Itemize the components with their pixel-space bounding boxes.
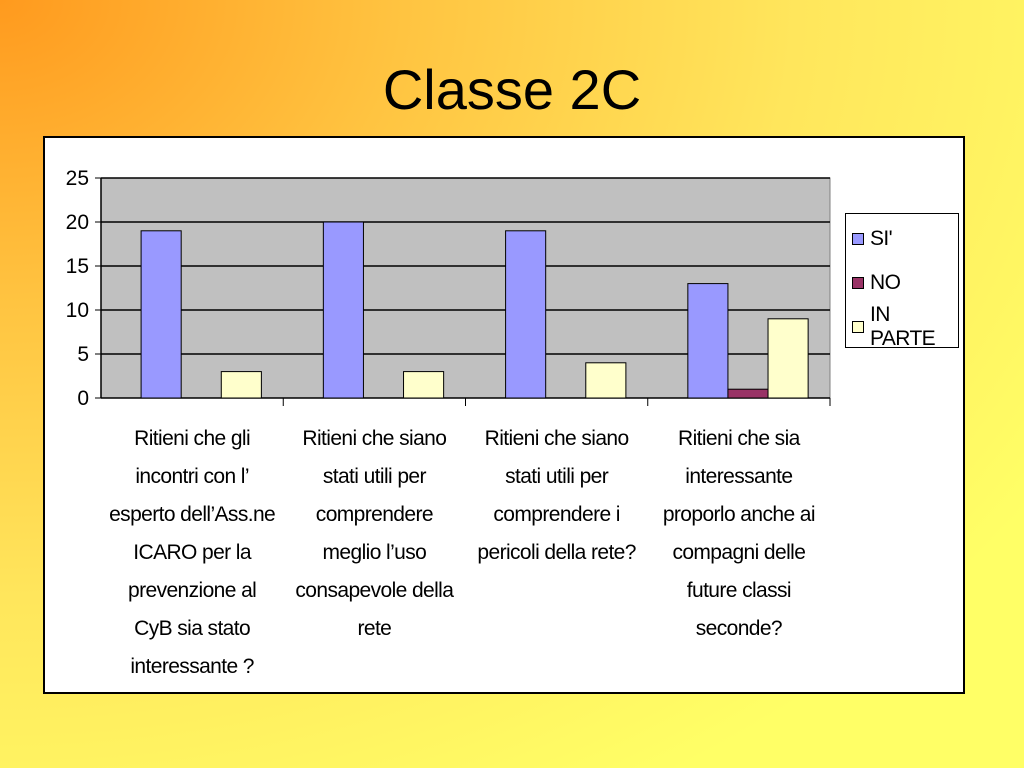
legend-label: NO xyxy=(870,271,901,294)
y-tick-label: 20 xyxy=(66,211,89,234)
legend-label: IN PARTE xyxy=(870,303,936,350)
bar xyxy=(220,371,262,399)
chart-legend: SI' NO IN PARTE xyxy=(845,213,959,350)
slide-title: Classe 2C xyxy=(382,58,642,121)
y-tick-label: 15 xyxy=(66,255,89,278)
bar xyxy=(687,283,729,399)
bar xyxy=(585,362,627,399)
chart-frame: 0 5 10 15 20 25 Ritieni che gli incontri con … xyxy=(43,136,965,694)
bar xyxy=(140,230,182,399)
bar xyxy=(727,388,769,399)
y-tick-label: 5 xyxy=(77,343,89,366)
legend-swatch xyxy=(852,233,864,245)
x-tick-label: Ritieni che gli incontri con l’ esperto … xyxy=(109,427,276,678)
legend-item: NO xyxy=(852,268,901,298)
legend-item: SI' xyxy=(852,224,893,254)
legend-swatch xyxy=(852,277,864,289)
bar-chart: 0 5 10 15 20 25 xyxy=(66,167,831,410)
x-tick-label: Ritieni che siano stati utili per compre… xyxy=(477,427,636,564)
legend-item: IN PARTE xyxy=(852,303,958,350)
y-tick-label: 10 xyxy=(66,299,89,322)
x-tick-label: Ritieni che sia interessante proporlo an… xyxy=(662,427,816,640)
legend-label: SI' xyxy=(870,227,893,250)
bar xyxy=(505,230,547,399)
y-tick-label: 25 xyxy=(66,167,89,190)
x-tick-label: Ritieni che siano stati utili per compre… xyxy=(295,427,454,640)
y-tick-label: 0 xyxy=(77,387,89,410)
bar xyxy=(403,371,445,399)
bar xyxy=(767,318,809,399)
bar xyxy=(322,221,364,399)
legend-swatch xyxy=(852,321,864,333)
